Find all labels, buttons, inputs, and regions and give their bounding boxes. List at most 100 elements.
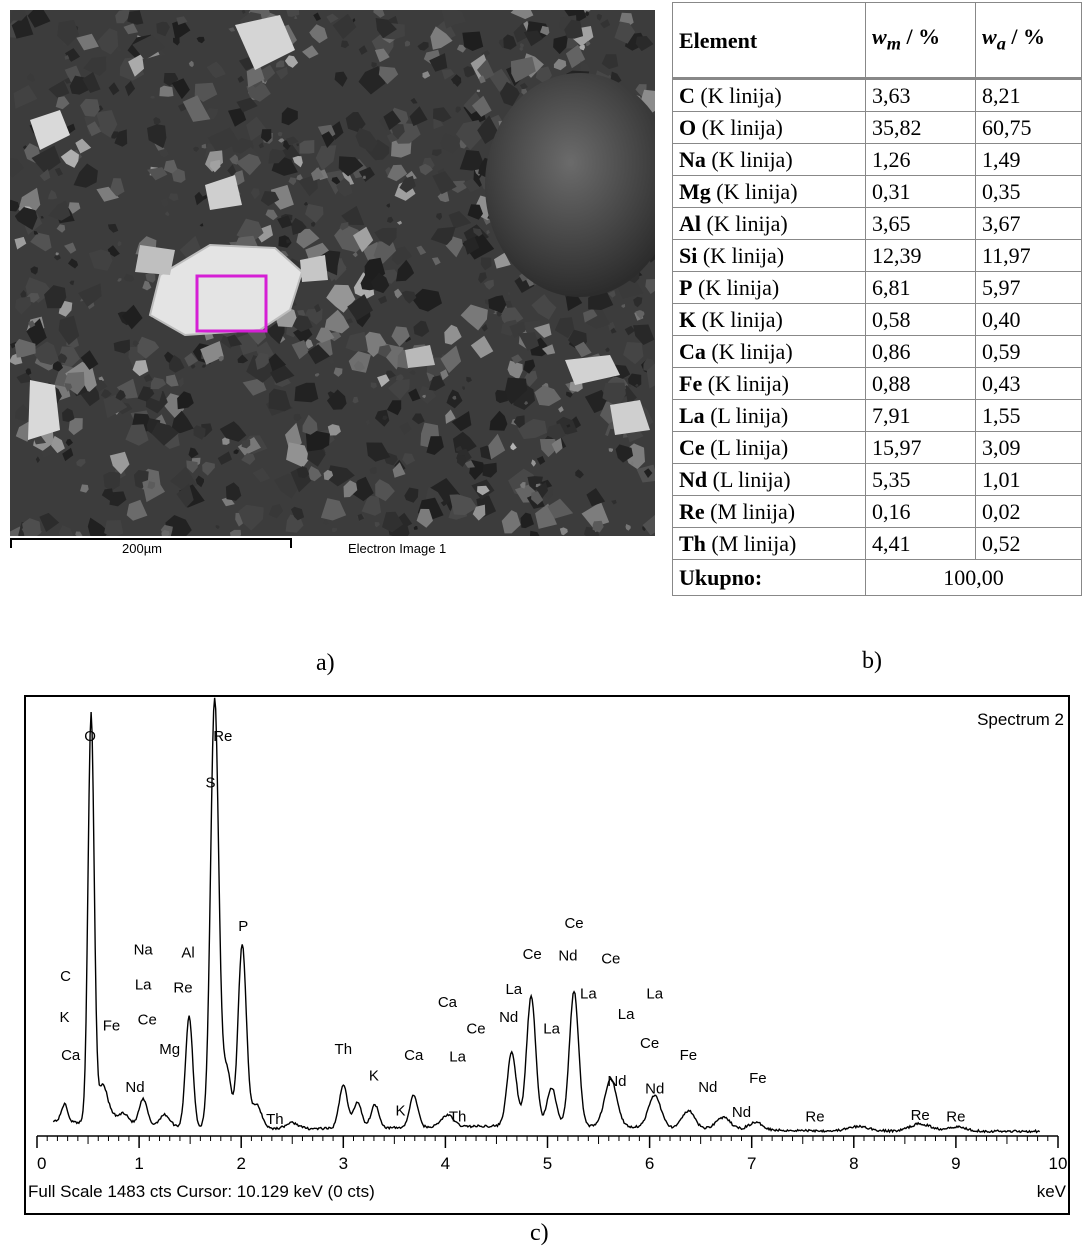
sem-grain xyxy=(358,45,368,55)
sem-grain xyxy=(313,12,321,21)
cell-element: Na (K linija) xyxy=(672,143,866,176)
sem-grain xyxy=(531,491,544,505)
sem-grain xyxy=(378,295,388,305)
sem-grain xyxy=(527,476,543,491)
sem-grain xyxy=(529,530,540,536)
cell-element: Re (M linija) xyxy=(672,495,866,528)
sem-grain xyxy=(275,66,288,80)
sem-grain xyxy=(531,294,557,320)
sem-grain xyxy=(31,145,61,174)
sem-grain xyxy=(237,437,261,456)
x-tick-label: 0 xyxy=(37,1154,46,1173)
sem-grain xyxy=(602,382,626,408)
peak-label-ce: Ce xyxy=(523,946,542,963)
cell-mass-fraction: 3,63 xyxy=(865,78,976,112)
header-atomic-fraction: wa / % xyxy=(975,2,1082,80)
sem-grain xyxy=(547,498,574,519)
sem-grain xyxy=(40,216,44,219)
sem-grain xyxy=(39,512,60,532)
sem-grain xyxy=(581,501,610,528)
sem-grain xyxy=(83,56,107,76)
sem-grain xyxy=(15,421,32,442)
sem-grain xyxy=(411,288,442,312)
sem-grain xyxy=(176,16,188,25)
cell-atomic-fraction: 5,97 xyxy=(975,271,1082,304)
sem-grain xyxy=(519,42,524,49)
sem-grain xyxy=(125,424,149,446)
sem-grain xyxy=(611,499,617,505)
sem-grain xyxy=(303,202,308,206)
sem-grain xyxy=(451,75,461,85)
sem-grain xyxy=(291,315,313,332)
sem-grain xyxy=(327,121,344,140)
peak-label-na: Na xyxy=(134,941,154,958)
sem-grain xyxy=(27,10,51,28)
sem-grain xyxy=(305,339,314,349)
sem-grain xyxy=(260,129,272,143)
sem-grain xyxy=(345,331,368,352)
cell-atomic-fraction: 1,01 xyxy=(975,463,1082,496)
sem-grain xyxy=(65,438,73,447)
sem-grain xyxy=(11,14,34,39)
table-row: Nd (L linija) 5,35 1,01 xyxy=(672,463,1082,496)
sem-grain xyxy=(268,148,286,164)
sem-grain xyxy=(352,396,359,404)
peak-label-re: Re xyxy=(946,1108,965,1125)
sem-electron-image xyxy=(10,10,655,536)
peak-label-la: La xyxy=(505,981,522,998)
sem-grain xyxy=(362,175,366,179)
sem-grain xyxy=(160,197,169,208)
sem-grain xyxy=(172,19,191,41)
sem-grain xyxy=(311,221,316,227)
sem-grain xyxy=(236,97,258,113)
sem-grain xyxy=(171,78,190,100)
sem-grain xyxy=(173,37,180,46)
sem-grain xyxy=(100,389,112,399)
x-tick-label: 4 xyxy=(441,1154,450,1173)
sem-grain xyxy=(237,75,245,83)
sem-grain xyxy=(466,376,472,383)
sem-grain xyxy=(488,433,506,460)
sem-grain xyxy=(642,514,655,536)
sem-grain xyxy=(480,257,492,271)
sem-grain xyxy=(35,456,40,464)
sem-grain xyxy=(429,53,448,72)
sem-grain xyxy=(553,58,567,71)
table-row: K (K linija) 0,58 0,40 xyxy=(672,303,1082,336)
sem-grain xyxy=(416,508,433,528)
sem-grain xyxy=(227,164,237,177)
sem-grain xyxy=(190,364,196,369)
x-tick-label: 8 xyxy=(849,1154,858,1173)
sem-grain xyxy=(60,149,79,168)
sem-grain xyxy=(54,167,63,177)
sem-grain xyxy=(253,224,273,243)
sem-grain xyxy=(553,35,569,55)
cell-mass-fraction: 15,97 xyxy=(865,431,976,464)
sem-grain xyxy=(583,308,598,323)
sem-grain xyxy=(396,259,415,282)
sem-grain xyxy=(143,373,153,382)
sem-grain xyxy=(284,55,299,68)
sem-grain xyxy=(56,224,66,233)
sem-grain xyxy=(44,285,67,309)
sem-grain xyxy=(217,451,232,465)
table-total-row: Ukupno: 100,00 xyxy=(672,559,1082,596)
sem-grain xyxy=(113,339,130,354)
sem-grain xyxy=(430,26,453,50)
total-value: 100,00 xyxy=(865,559,1082,596)
cell-atomic-fraction: 11,97 xyxy=(975,239,1082,272)
sem-grain xyxy=(69,280,75,286)
sem-grain xyxy=(193,425,206,440)
sem-grain xyxy=(201,143,207,149)
sem-grain xyxy=(579,44,585,51)
sem-grain xyxy=(156,21,170,37)
sem-grain xyxy=(479,75,486,84)
sem-grain xyxy=(277,131,283,137)
cell-atomic-fraction: 0,02 xyxy=(975,495,1082,528)
sem-grain xyxy=(330,331,342,342)
cell-mass-fraction: 5,35 xyxy=(865,463,976,496)
table-header-row: Element wm / % wa / % xyxy=(672,2,1082,80)
sem-grain xyxy=(304,308,323,325)
sem-grain xyxy=(97,28,119,55)
sem-grain xyxy=(517,418,548,440)
